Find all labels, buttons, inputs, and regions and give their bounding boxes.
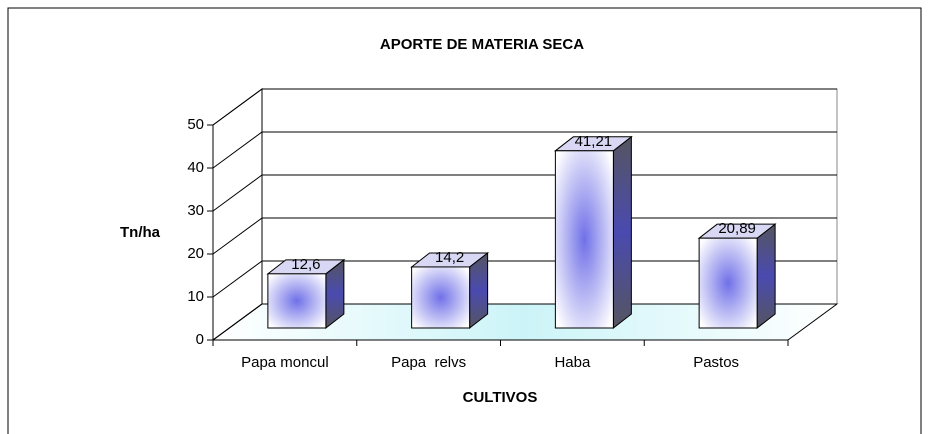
x-tick-label: Papa relvs [391, 354, 466, 371]
bar [411, 266, 471, 329]
y-tick-label: 20 [187, 245, 204, 262]
grid-line [212, 303, 837, 341]
data-label: 14,2 [435, 249, 464, 266]
y-tick-label: 40 [187, 159, 204, 176]
bar [267, 273, 327, 329]
side-wall [212, 88, 263, 341]
frame [7, 7, 922, 434]
bar [698, 237, 758, 329]
data-label: 20,89 [718, 220, 756, 237]
x-tick-label: Papa moncul [241, 354, 329, 371]
x-tick-label: Pastos [693, 354, 739, 371]
data-label: 12,6 [291, 256, 320, 273]
grid-line [212, 131, 837, 169]
x-axis-label: CULTIVOS [463, 389, 538, 406]
grid-line [212, 88, 837, 126]
chart-title: APORTE DE MATERIA SECA [380, 36, 584, 53]
grid-line [212, 260, 837, 298]
y-axis-label: Tn/ha [120, 224, 161, 241]
grid-line [212, 217, 837, 255]
x-tick-label: Haba [554, 354, 591, 371]
y-tick-label: 10 [187, 288, 204, 305]
bar-side [756, 223, 776, 330]
grid-line [212, 174, 837, 212]
bar [554, 150, 614, 329]
bar-side [612, 135, 632, 330]
y-tick-label: 0 [196, 331, 204, 348]
data-label: 41,21 [575, 133, 613, 150]
y-tick-label: 30 [187, 202, 204, 219]
y-tick-label: 50 [187, 116, 204, 133]
